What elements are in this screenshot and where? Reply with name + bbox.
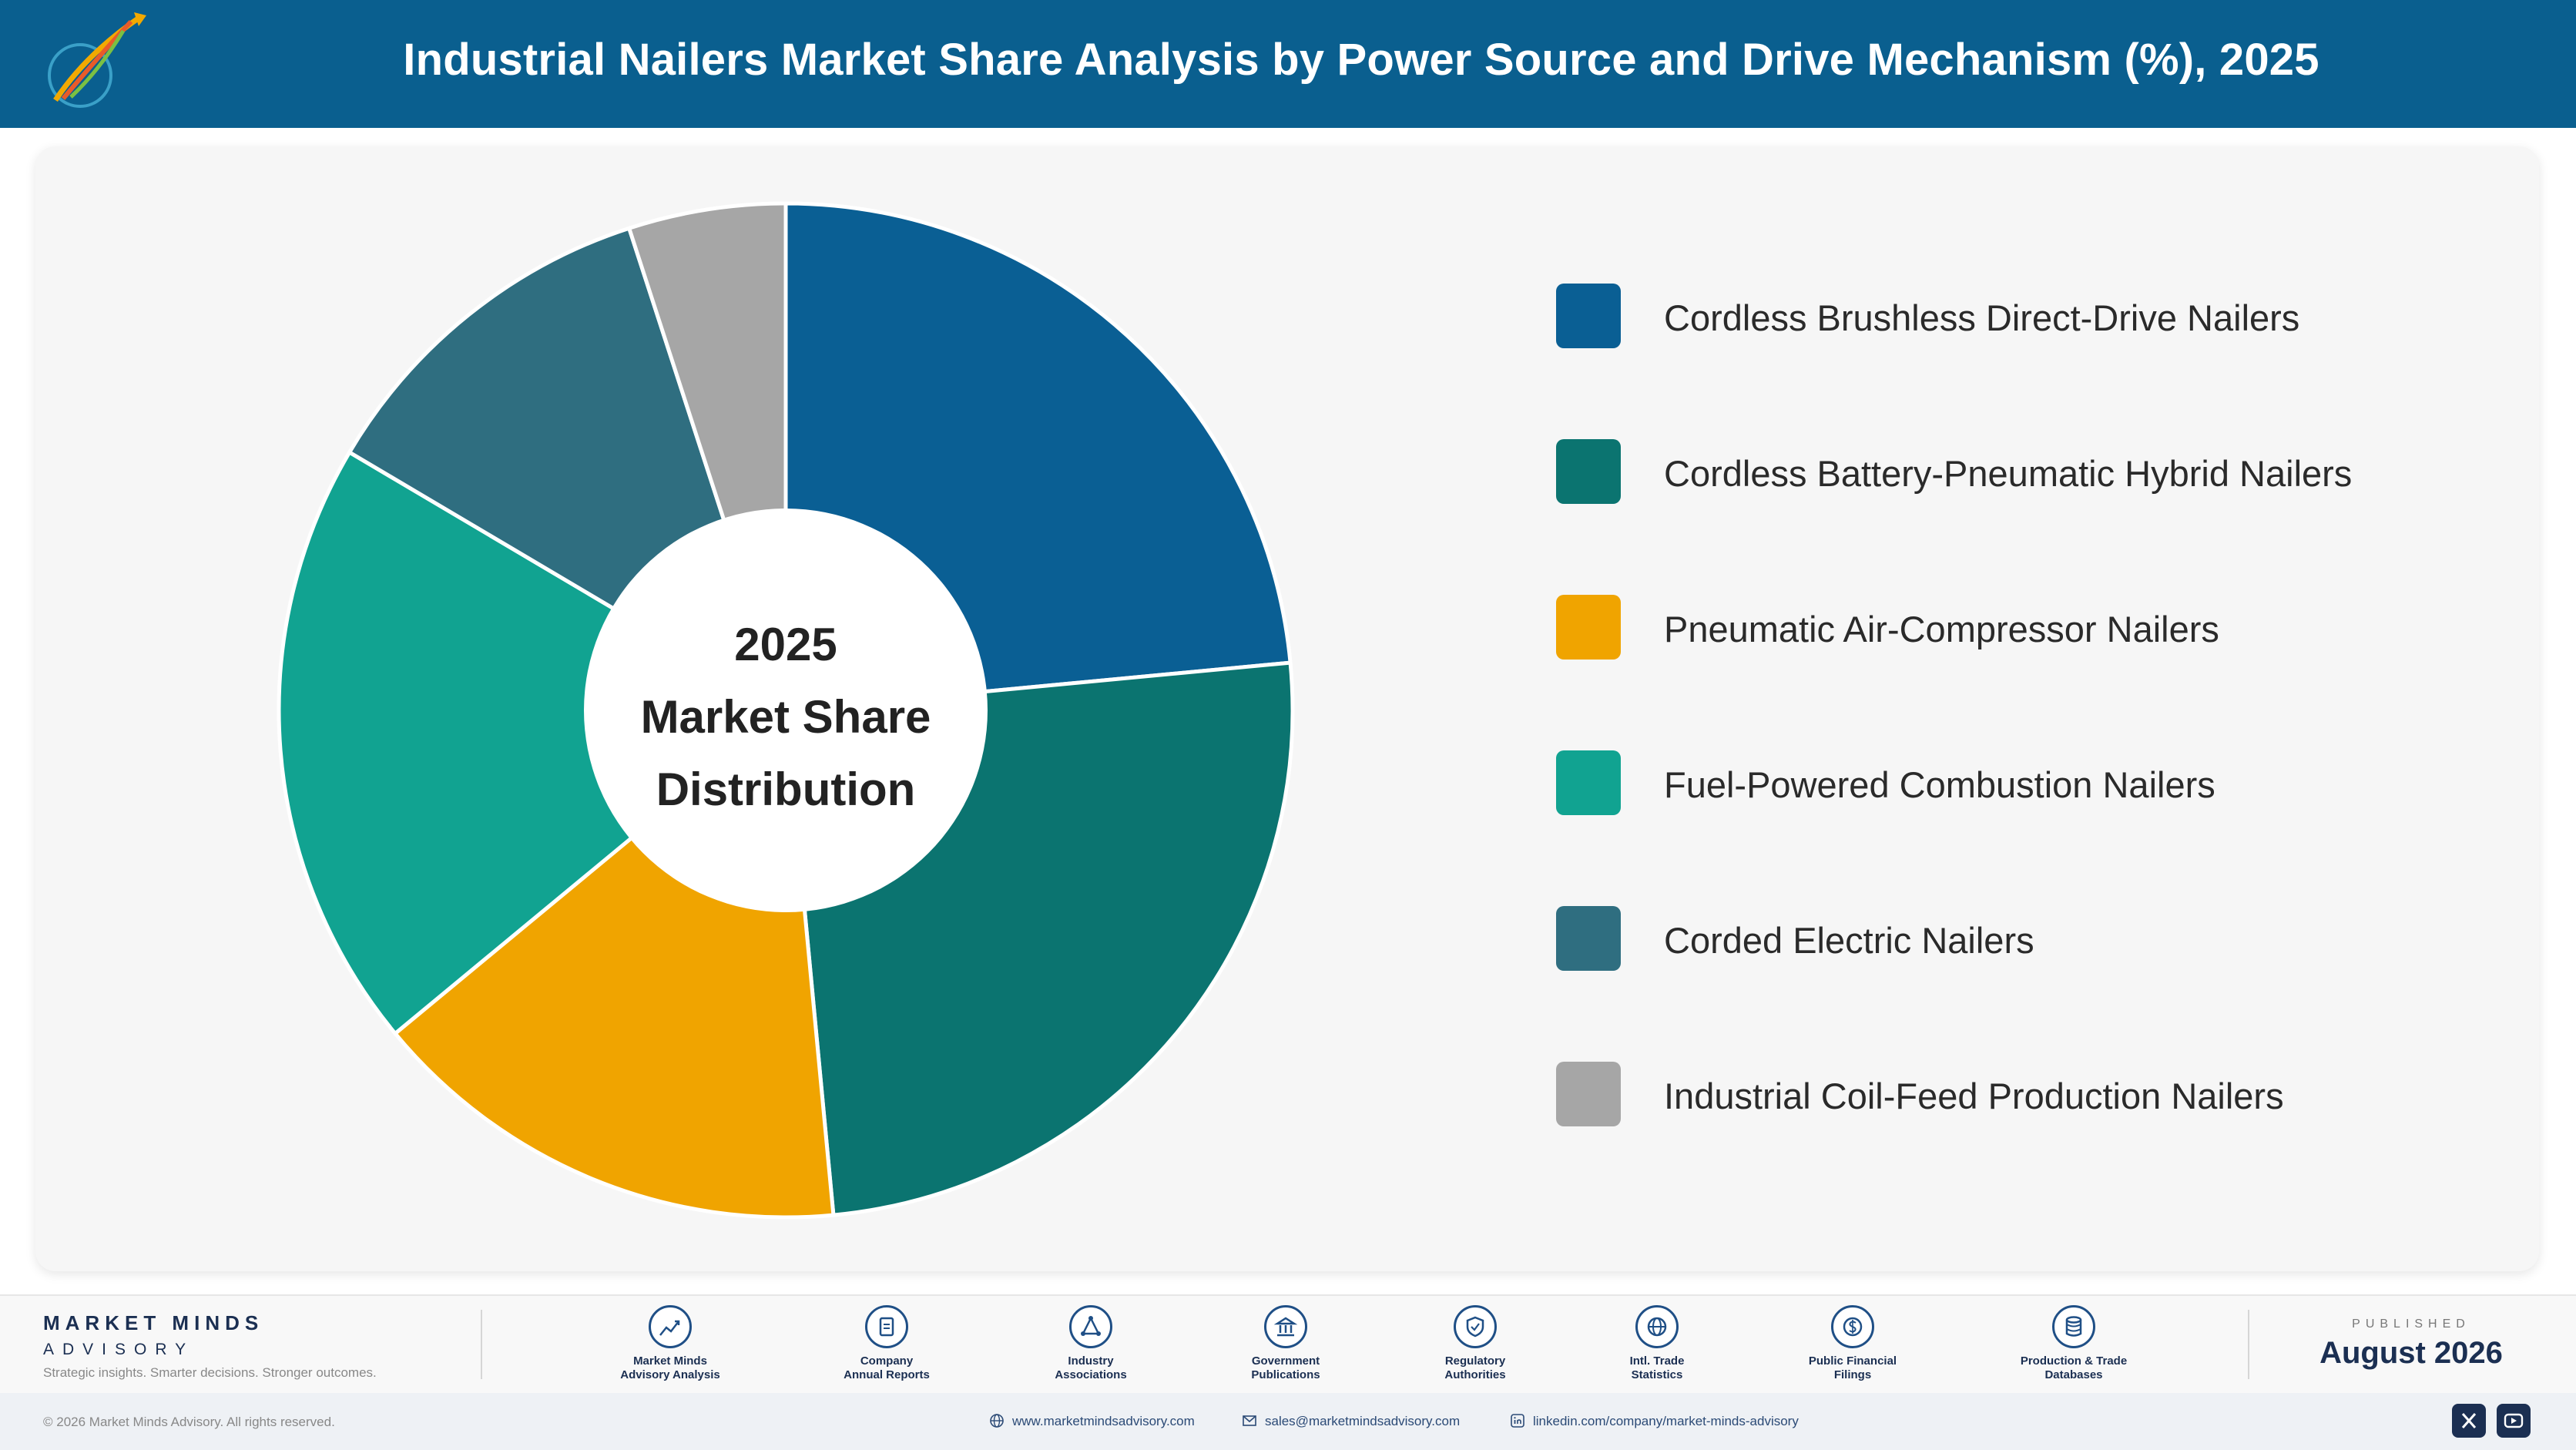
legend-item: Fuel-Powered Combustion Nailers xyxy=(1556,748,2480,817)
x-icon xyxy=(2461,1413,2477,1428)
source-item: Government Publications xyxy=(1201,1305,1370,1382)
source-label: Public Financial Filings xyxy=(1808,1354,1897,1381)
shield-icon xyxy=(1454,1305,1497,1348)
center-label-line2: Market Share xyxy=(640,691,931,743)
legend-item: Industrial Coil-Feed Production Nailers xyxy=(1556,1059,2480,1129)
source-label: Regulatory Authorities xyxy=(1444,1354,1506,1381)
source-label: Company Annual Reports xyxy=(844,1354,930,1381)
legend-label: Fuel-Powered Combustion Nailers xyxy=(1664,764,2215,805)
source-label: Intl. Trade Statistics xyxy=(1629,1354,1685,1381)
legend-swatch xyxy=(1556,439,1621,504)
copyright-text: © 2026 Market Minds Advisory. All rights… xyxy=(43,1415,335,1429)
footer-divider xyxy=(481,1310,482,1379)
legend-item: Pneumatic Air-Compressor Nailers xyxy=(1556,592,2480,662)
legend-swatch xyxy=(1556,906,1621,971)
brand-tagline: Strategic insights. Smarter decisions. S… xyxy=(43,1365,377,1380)
legend-label: Cordless Battery-Pneumatic Hybrid Nailer… xyxy=(1664,453,2353,494)
source-item: Regulatory Authorities xyxy=(1390,1305,1560,1382)
building-icon xyxy=(1264,1305,1307,1348)
legend-swatch xyxy=(1556,750,1621,815)
legend-label: Corded Electric Nailers xyxy=(1664,920,2034,961)
network-icon xyxy=(1069,1305,1112,1348)
youtube-social-button[interactable] xyxy=(2497,1404,2531,1438)
legend-item: Cordless Battery-Pneumatic Hybrid Nailer… xyxy=(1556,437,2480,506)
brand-subtitle: ADVISORY xyxy=(43,1341,195,1358)
source-item: Production & Trade Databases xyxy=(1989,1305,2158,1382)
center-label-year: 2025 xyxy=(734,619,837,670)
website-link[interactable]: www.marketmindsadvisory.com xyxy=(989,1413,1195,1429)
linkedin-icon xyxy=(1511,1414,1524,1428)
donut-chart xyxy=(277,203,1293,1217)
source-label: Industry Associations xyxy=(1055,1354,1127,1381)
globe-icon xyxy=(1635,1305,1679,1348)
brand-name: MARKET MINDS xyxy=(43,1311,264,1334)
legend-label: Cordless Brushless Direct-Drive Nailers xyxy=(1664,297,2300,338)
source-label: Market Minds Advisory Analysis xyxy=(620,1354,720,1381)
legend-swatch xyxy=(1556,284,1621,348)
source-item: Industry Associations xyxy=(1006,1305,1176,1382)
published-date: August 2026 xyxy=(2319,1336,2503,1370)
legend-label: Pneumatic Air-Compressor Nailers xyxy=(1664,609,2219,649)
legend-swatch xyxy=(1556,1062,1621,1126)
donut-hole xyxy=(584,509,988,912)
database-icon xyxy=(2052,1305,2095,1348)
source-item: Company Annual Reports xyxy=(802,1305,971,1382)
legend-label: Industrial Coil-Feed Production Nailers xyxy=(1664,1076,2284,1116)
legend-swatch xyxy=(1556,595,1621,660)
center-label-line3: Distribution xyxy=(656,764,916,815)
dollar-icon xyxy=(1831,1305,1874,1348)
youtube-icon xyxy=(2504,1413,2524,1428)
source-label: Government Publications xyxy=(1251,1354,1320,1381)
published-label: PUBLISHED xyxy=(2352,1317,2470,1331)
email-text: sales@marketmindsadvisory.com xyxy=(1265,1414,1461,1428)
x-social-button[interactable] xyxy=(2452,1404,2486,1438)
company-logo xyxy=(48,12,146,108)
linkedin-text: linkedin.com/company/market-minds-adviso… xyxy=(1533,1414,1799,1428)
donut-center-label: 2025 Market Share Distribution xyxy=(570,609,1001,826)
pie-slice-4 xyxy=(277,449,790,1036)
website-text: www.marketmindsadvisory.com xyxy=(1012,1414,1195,1428)
document-icon xyxy=(865,1305,908,1348)
bottom-bar: © 2026 Market Minds Advisory. All rights… xyxy=(0,1393,2576,1450)
source-item: Public Financial Filings xyxy=(1768,1305,1937,1382)
globe-icon xyxy=(990,1414,1004,1428)
page-title: Industrial Nailers Market Share Analysis… xyxy=(403,35,2319,85)
trend-icon xyxy=(649,1305,692,1348)
linkedin-link[interactable]: linkedin.com/company/market-minds-adviso… xyxy=(1510,1413,1799,1429)
source-label: Production & Trade Databases xyxy=(2020,1354,2128,1381)
mail-icon xyxy=(1243,1415,1256,1426)
legend-item: Cordless Brushless Direct-Drive Nailers xyxy=(1556,281,2480,351)
email-link[interactable]: sales@marketmindsadvisory.com xyxy=(1242,1413,1460,1429)
source-item: Intl. Trade Statistics xyxy=(1572,1305,1742,1382)
source-item: Market Minds Advisory Analysis xyxy=(585,1305,755,1382)
legend-item: Corded Electric Nailers xyxy=(1556,904,2480,973)
footer-divider xyxy=(2248,1310,2249,1379)
header-bar: Industrial Nailers Market Share Analysis… xyxy=(0,0,2576,128)
